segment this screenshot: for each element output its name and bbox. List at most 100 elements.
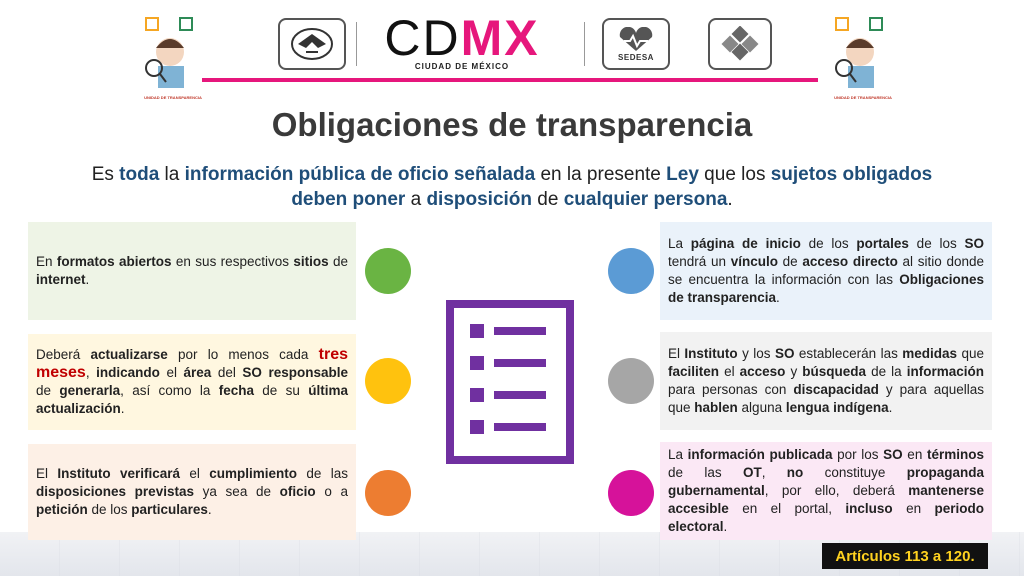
sedesa-logo: SEDESA [602,18,670,70]
card-text: por lo menos cada [167,347,319,362]
card-text: de la [866,364,907,379]
card-text: de los [87,502,132,517]
card-text: La [668,447,688,462]
blue-bullet-icon [608,248,654,294]
card-keyword: disposiciones previstas [36,484,194,499]
card-keyword: no [786,465,804,480]
card-text: de [36,383,60,398]
card-keyword: SO [964,236,984,251]
card-text: de su [253,383,309,398]
card-keyword: SO responsable [242,365,348,380]
card-keyword: última actualización [36,383,348,416]
card-keyword: página de inicio [690,236,801,251]
card-text: y [785,364,803,379]
card-text: de los [800,236,857,251]
card-keyword: faciliten [668,364,720,379]
card-keyword: SO [883,447,903,462]
card-text: el [719,364,740,379]
card-text: de [328,254,348,269]
green-bullet-icon [365,248,411,294]
card-text: . [85,272,90,287]
government-eagle-logo [278,18,346,70]
card-keyword: Obligaciones de transparencia [668,272,984,305]
card-keyword: área [183,365,212,380]
card-keyword: OT [742,465,762,480]
sedesa-label: SEDESA [618,52,654,62]
cdmx-logo: CDMX CIUDAD DE MÉXICO [362,13,562,76]
card-keyword: información [906,364,984,379]
magenta-bullet-icon [608,470,654,516]
card-text: , por ello, deberá [764,483,909,498]
card-keyword: acceso directo [802,254,898,269]
card-update-frequency: Deberá actualizarse por lo menos cada tr… [28,334,356,430]
card-keyword: generarla [59,383,121,398]
card-text: tendrá un [668,254,731,269]
card-keyword: actualizarse [90,347,168,362]
card-homepage-link: La página de inicio de los portales de l… [660,222,992,320]
card-text: El [36,466,58,481]
checklist-icon [446,300,574,464]
card-keyword: términos [926,447,984,462]
card-text: de [777,254,803,269]
card-text: o a [315,484,349,499]
card-text: en [902,447,927,462]
card-keyword: petición [36,502,88,517]
card-text: el [159,365,184,380]
card-text: . [120,401,125,416]
mascot-caption: UNIDAD DE TRANSPARENCIA [834,95,892,100]
card-text: y para aquellas que [668,382,984,415]
card-keyword: hablen [694,400,738,415]
card-keyword: propaganda gubernamental [668,465,984,498]
orange-bullet-icon [365,470,411,516]
card-keyword: incluso [845,501,893,516]
card-accessibility-measures: El Instituto y los SO establecerán las m… [660,332,992,430]
card-text: que [957,346,984,361]
gray-bullet-icon [608,358,654,404]
card-text: . [888,400,893,415]
card-text: en sus respectivos [171,254,294,269]
sedesa-heart-icon [619,26,653,51]
card-text: establecerán las [794,346,903,361]
cdmx-logo-mx: MX [460,10,540,66]
card-keyword: lengua indígena [785,400,889,415]
card-text: , así como la [120,383,219,398]
card-keyword: información publicada [687,447,833,462]
card-text: el [180,466,210,481]
card-text: y los [737,346,775,361]
card-text: , [761,465,787,480]
transparency-mascot-right: UNIDAD DE TRANSPARENCIA [828,14,898,100]
card-text: por los [832,447,884,462]
card-text: de las [297,466,349,481]
header-divider [356,22,357,66]
card-keyword: particulares [131,502,208,517]
card-keyword: oficio [279,484,316,499]
card-text: . [723,519,728,534]
page-title: Obligaciones de transparencia [271,106,753,143]
card-text: en [892,501,935,516]
header-divider [584,22,585,66]
card-electoral-period: La información publicada por los SO en t… [660,442,992,540]
eagle-emblem-icon [291,28,333,60]
card-keyword: acceso [739,364,786,379]
card-text: . [207,502,212,517]
card-institute-verification: El Instituto verificará el cumplimiento … [28,444,356,540]
card-text: La [668,236,691,251]
card-keyword: discapacidad [793,382,879,397]
card-keyword: tres meses [36,346,348,381]
card-text: del [211,365,243,380]
card-keyword: formatos abiertos [56,254,172,269]
card-keyword: sitios [293,254,329,269]
card-text: en el portal, [728,501,846,516]
intro-paragraph: Es toda la información pública de oficio… [91,164,933,210]
card-text: . [776,290,780,305]
card-keyword: vínculo [730,254,778,269]
card-text: para personas con [668,382,794,397]
card-text: Deberá [36,347,91,362]
card-keyword: portales [856,236,909,251]
card-text: de los [908,236,965,251]
card-keyword: cumplimiento [209,466,298,481]
card-keyword: fecha [218,383,254,398]
card-text: al sitio donde se encuentra la informaci… [668,254,984,287]
transparency-mascot-left: UNIDAD DE TRANSPARENCIA [138,14,208,100]
card-keyword: Instituto [684,346,738,361]
